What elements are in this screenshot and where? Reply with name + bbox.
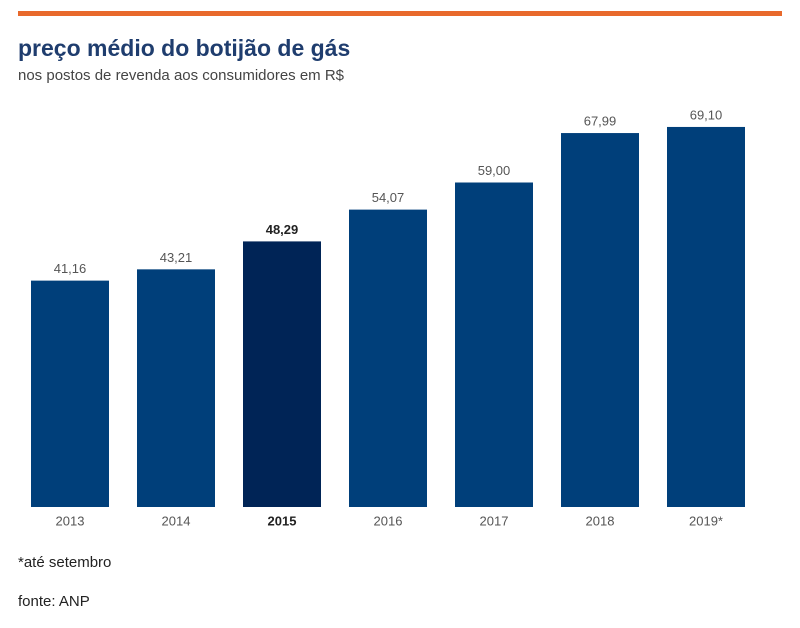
bar — [667, 126, 745, 507]
bar — [349, 209, 427, 508]
value-label: 67,99 — [584, 113, 617, 128]
bar — [455, 182, 533, 507]
bar — [31, 280, 109, 507]
value-label: 48,29 — [266, 222, 299, 237]
x-tick-label: 2015 — [268, 513, 297, 528]
source: fonte: ANP — [18, 593, 90, 610]
x-tick-label: 2017 — [480, 513, 509, 528]
value-label: 41,16 — [54, 261, 87, 276]
bar — [137, 269, 215, 507]
chart-subtitle: nos postos de revenda aos consumidores e… — [18, 67, 345, 84]
bar — [243, 241, 321, 507]
x-tick-label: 2013 — [56, 513, 85, 528]
footnote: *até setembro — [18, 554, 111, 571]
x-tick-label: 2016 — [374, 513, 403, 528]
chart-title: preço médio do botijão de gás — [18, 35, 350, 61]
value-label: 43,21 — [160, 250, 193, 265]
value-label: 59,00 — [478, 163, 511, 178]
value-label: 54,07 — [372, 190, 405, 205]
bar — [561, 133, 639, 507]
x-tick-label: 2014 — [162, 513, 191, 528]
top-rule — [18, 11, 782, 16]
value-label: 69,10 — [690, 107, 723, 122]
x-tick-label: 2019* — [689, 513, 723, 528]
x-tick-label: 2018 — [586, 513, 615, 528]
